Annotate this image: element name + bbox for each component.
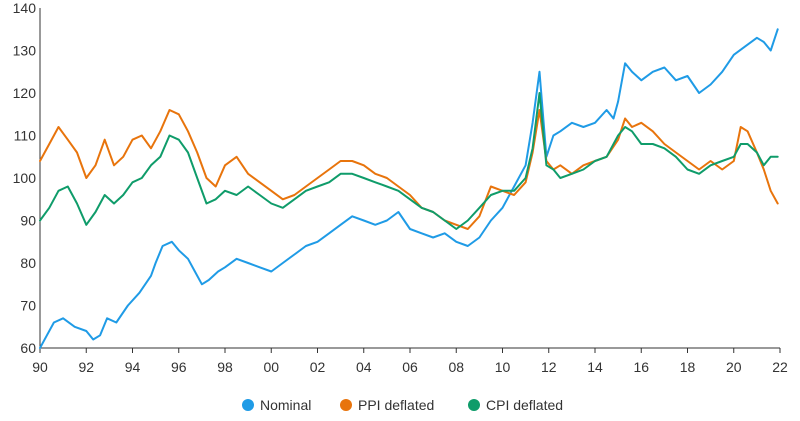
x-tick-label: 00 (263, 359, 279, 375)
y-tick-label: 130 (13, 43, 37, 59)
series-lines (39, 28, 779, 349)
y-tick-label: 140 (13, 0, 37, 16)
x-tick-label: 06 (402, 359, 418, 375)
series-line-nominal (39, 28, 779, 349)
legend-marker-nominal (242, 399, 254, 411)
series-line-cpi-deflated (39, 92, 779, 230)
x-tick-label: 02 (310, 359, 326, 375)
y-tick-label: 70 (20, 298, 36, 314)
y-axis-ticks: 60 70 80 90 100 110 120 130 140 (13, 0, 37, 356)
legend-marker-cpi-deflated (468, 399, 480, 411)
x-axis-ticks: 90 92 94 96 98 00 02 04 06 08 10 12 14 16 18 20 22 (32, 348, 788, 375)
x-tick-label: 08 (448, 359, 464, 375)
x-tick-label: 94 (125, 359, 141, 375)
y-tick-label: 90 (20, 213, 36, 229)
legend-label-ppi-deflated: PPI deflated (358, 397, 434, 413)
legend-marker-ppi-deflated (340, 399, 352, 411)
y-tick-label: 100 (13, 170, 37, 186)
y-tick-label: 60 (20, 340, 36, 356)
series-line-ppi-deflated (39, 109, 779, 230)
axes (39, 8, 780, 349)
y-tick-label: 80 (20, 255, 36, 271)
x-tick-label: 92 (78, 359, 94, 375)
x-tick-label: 90 (32, 359, 48, 375)
x-tick-label: 18 (680, 359, 696, 375)
y-tick-label: 120 (13, 85, 37, 101)
legend-label-cpi-deflated: CPI deflated (486, 397, 563, 413)
y-tick-label: 110 (14, 128, 37, 144)
x-tick-label: 20 (726, 359, 742, 375)
legend: Nominal PPI deflated CPI deflated (242, 397, 563, 413)
x-tick-label: 98 (217, 359, 233, 375)
legend-label-nominal: Nominal (260, 397, 311, 413)
x-tick-label: 10 (495, 359, 511, 375)
x-tick-label: 22 (772, 359, 788, 375)
x-tick-label: 96 (171, 359, 187, 375)
x-tick-label: 12 (541, 359, 557, 375)
x-tick-label: 04 (356, 359, 372, 375)
x-tick-label: 16 (633, 359, 649, 375)
x-tick-label: 14 (587, 359, 603, 375)
